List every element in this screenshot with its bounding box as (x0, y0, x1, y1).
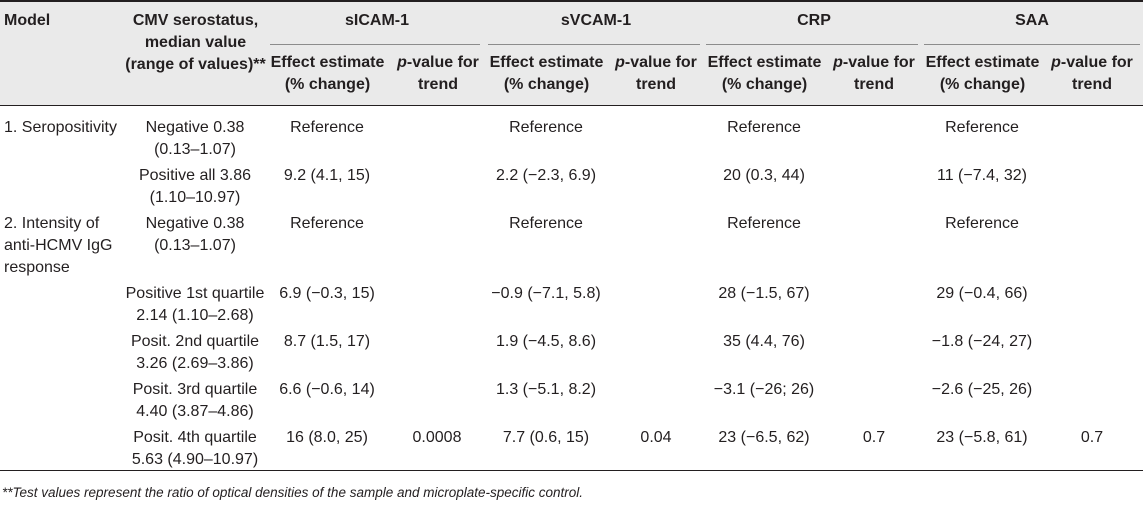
header-bottom-rule (0, 105, 1143, 106)
effect-estimate-cell: 1.3 (−5.1, 8.2) (495, 381, 597, 398)
row-cmv-serostatus: Negative 0.38 (0.13–1.07) (145, 119, 245, 158)
footnote: **Test values represent the ratio of opt… (2, 485, 584, 500)
effect-estimate-cell: Reference (727, 119, 801, 136)
subheader-p-sicam: p-value for trend (397, 54, 479, 93)
effect-estimate-cell: Reference (509, 119, 583, 136)
effect-estimate-cell: 23 (−5.8, 61) (936, 429, 1028, 446)
effect-estimate-cell: Reference (945, 119, 1019, 136)
subheader-effect-sicam: Effect estimate (% change) (270, 54, 385, 93)
p-value-cell: 0.0008 (412, 429, 462, 446)
effect-estimate-cell: Reference (290, 119, 364, 136)
header-cmv: CMV serostatus, median value (range of v… (125, 12, 266, 73)
effect-estimate-cell: 20 (0.3, 44) (723, 167, 805, 184)
effect-estimate-cell: 2.2 (−2.3, 6.9) (495, 167, 597, 184)
effect-estimate-cell: 8.7 (1.5, 17) (283, 333, 371, 350)
row-cmv-serostatus: Posit. 3rd quartile 4.40 (3.87–4.86) (132, 381, 258, 420)
row-cmv-serostatus: Positive all 3.86 (1.10–10.97) (138, 167, 252, 206)
p-value-cell: 0.04 (640, 429, 672, 446)
effect-estimate-cell: 1.9 (−4.5, 8.6) (495, 333, 597, 350)
effect-estimate-cell: 11 (−7.4, 32) (937, 167, 1027, 184)
effect-estimate-cell: 9.2 (4.1, 15) (283, 167, 371, 184)
effect-estimate-cell: 6.9 (−0.3, 15) (279, 285, 375, 302)
effect-estimate-cell: Reference (290, 215, 364, 232)
effect-estimate-cell: 28 (−1.5, 67) (718, 285, 810, 302)
effect-estimate-cell: 23 (−6.5, 62) (718, 429, 810, 446)
effect-estimate-cell: 6.6 (−0.6, 14) (279, 381, 375, 398)
subheader-p-crp: p-value for trend (833, 54, 915, 93)
effect-estimate-cell: Reference (509, 215, 583, 232)
group-underline-sicam (270, 44, 480, 45)
effect-estimate-cell: 35 (4.4, 76) (723, 333, 805, 350)
group-underline-saa (924, 44, 1140, 45)
header-group-svcam: sVCAM-1 (560, 12, 632, 29)
effect-estimate-cell: 29 (−0.4, 66) (936, 285, 1028, 302)
subheader-effect-svcam: Effect estimate (% change) (489, 54, 604, 93)
row-cmv-serostatus: Posit. 4th quartile 5.63 (4.90–10.97) (131, 429, 259, 468)
header-background (0, 2, 1143, 105)
subheader-effect-saa: Effect estimate (% change) (925, 54, 1040, 93)
p-value-cell: 0.7 (862, 429, 886, 446)
effect-estimate-cell: −0.9 (−7.1, 5.8) (491, 285, 601, 302)
p-value-cell: 0.7 (1080, 429, 1104, 446)
table-bottom-rule (0, 470, 1143, 471)
row-cmv-serostatus: Positive 1st quartile 2.14 (1.10–2.68) (125, 285, 265, 324)
group-underline-crp (706, 44, 918, 45)
effect-estimate-cell: Reference (945, 215, 1019, 232)
effect-estimate-cell: −1.8 (−24, 27) (931, 333, 1033, 350)
effect-estimate-cell: Reference (727, 215, 801, 232)
row-cmv-serostatus: Posit. 2nd quartile 3.26 (2.69–3.86) (130, 333, 260, 372)
effect-estimate-cell: 7.7 (0.6, 15) (502, 429, 590, 446)
row-cmv-serostatus: Negative 0.38 (0.13–1.07) (145, 215, 245, 254)
header-group-saa: SAA (1015, 12, 1049, 29)
header-model: Model (4, 12, 51, 29)
subheader-p-svcam: p-value for trend (615, 54, 697, 93)
effect-estimate-cell: −2.6 (−25, 26) (931, 381, 1033, 398)
row-model-label: 1. Seropositivity (4, 119, 117, 136)
subheader-effect-crp: Effect estimate (% change) (707, 54, 822, 93)
header-group-sicam: sICAM-1 (344, 12, 409, 29)
subheader-p-saa: p-value for trend (1051, 54, 1133, 93)
group-underline-svcam (488, 44, 700, 45)
effect-estimate-cell: −3.1 (−26; 26) (713, 381, 815, 398)
header-group-crp: CRP (797, 12, 831, 29)
row-model-label: 2. Intensity of anti-HCMV IgG response (4, 215, 113, 276)
effect-estimate-cell: 16 (8.0, 25) (286, 429, 368, 446)
table-top-rule (0, 0, 1143, 2)
